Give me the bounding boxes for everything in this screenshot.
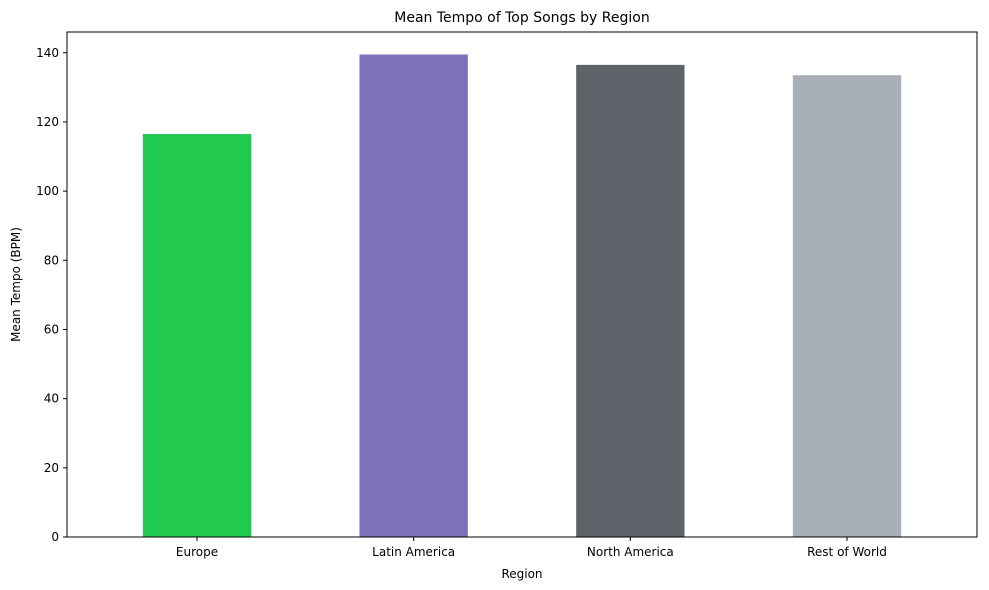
y-tick-label: 40 bbox=[44, 392, 59, 406]
bars-group bbox=[142, 54, 902, 538]
bar-latin-america bbox=[359, 54, 468, 537]
y-tick-label: 120 bbox=[36, 115, 59, 129]
chart-title: Mean Tempo of Top Songs by Region bbox=[394, 10, 649, 26]
y-tick-label: 0 bbox=[51, 530, 59, 544]
bar-europe bbox=[142, 134, 252, 538]
y-axis-label: Mean Tempo (BPM) bbox=[9, 227, 23, 342]
bar-rest-of-world bbox=[792, 75, 902, 538]
y-tick-label: 20 bbox=[44, 461, 59, 475]
y-tick-label: 100 bbox=[36, 184, 59, 198]
bar-north-america bbox=[576, 64, 685, 538]
y-tick-label: 60 bbox=[44, 322, 59, 336]
x-tick-label: Europe bbox=[176, 545, 218, 559]
x-tick-label: Rest of World bbox=[807, 545, 887, 559]
x-axis-label: Region bbox=[501, 567, 542, 581]
x-tick-label: North America bbox=[587, 545, 674, 559]
x-tick-label: Latin America bbox=[372, 545, 455, 559]
y-axis-ticks: 0 20 40 60 80 100 120 140 bbox=[36, 46, 67, 544]
y-tick-label: 140 bbox=[36, 46, 59, 60]
x-axis-ticks: Europe Latin America North America Rest of … bbox=[176, 537, 887, 559]
y-tick-label: 80 bbox=[44, 253, 59, 267]
plot-frame bbox=[66, 31, 978, 538]
